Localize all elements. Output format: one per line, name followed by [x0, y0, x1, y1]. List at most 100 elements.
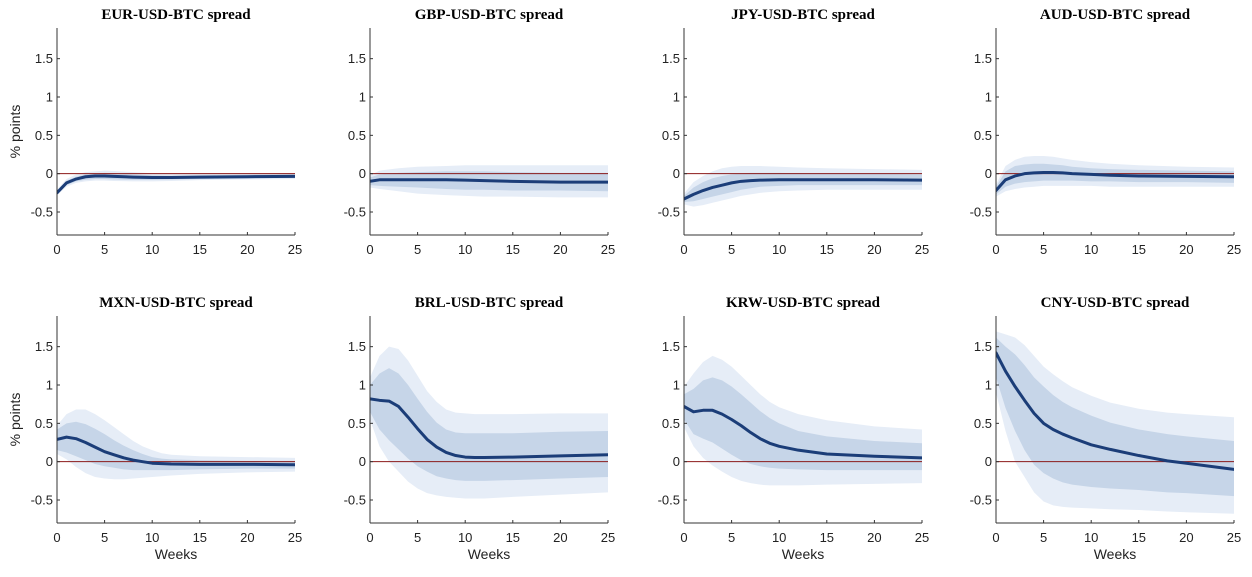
y-tick-label: 1: [673, 378, 680, 393]
x-tick-label: 10: [772, 242, 786, 257]
panel-title: BRL-USD-BTC spread: [415, 295, 564, 311]
irf-panel: 0 5 10 15 20 25 -0.5 0 0.5 1 1.5 JPY-USD-BTC spread: [658, 7, 930, 257]
y-tick-label: 0.5: [974, 128, 992, 143]
x-tick-label: 20: [867, 242, 881, 257]
y-tick-label: 0: [673, 166, 680, 181]
x-tick-label: 10: [772, 530, 786, 545]
y-tick-label: 0.5: [662, 416, 680, 431]
plot-area: [370, 165, 608, 198]
panel-title: EUR-USD-BTC spread: [101, 7, 251, 23]
y-axis-label: % points: [7, 393, 23, 447]
y-tick-label: 1.5: [35, 339, 53, 354]
irf-line: [57, 435, 295, 467]
y-tick-label: 1: [985, 90, 992, 105]
x-tick-label: 5: [101, 242, 108, 257]
x-tick-label: 5: [1040, 242, 1047, 257]
y-tick-label: 1: [46, 90, 53, 105]
irf-line: [996, 351, 1234, 471]
y-tick-label: 1: [985, 378, 992, 393]
y-tick-label: -0.5: [31, 493, 53, 508]
x-tick-label: 20: [240, 242, 254, 257]
x-tick-label: 0: [680, 530, 687, 545]
y-tick-label: -0.5: [970, 205, 992, 220]
irf-line: [684, 178, 922, 201]
y-tick-label: 0: [359, 454, 366, 469]
plot-area: [57, 170, 295, 196]
y-tick-label: 1: [673, 90, 680, 105]
x-tick-label: 0: [680, 242, 687, 257]
y-tick-label: 1: [359, 90, 366, 105]
plot-area: [996, 331, 1234, 514]
y-tick-label: 1.5: [348, 51, 366, 66]
y-tick-label: 0: [359, 166, 366, 181]
irf-line: [57, 174, 295, 195]
panel-title: KRW-USD-BTC spread: [726, 295, 881, 311]
irf-line: [996, 171, 1234, 193]
x-tick-label: 15: [506, 242, 520, 257]
x-tick-label: 0: [53, 242, 60, 257]
irf-panel: 0 5 10 15 20 25 -0.5 0 0.5 1 1.5 CNY-USD-BTC spread…: [970, 295, 1242, 562]
y-tick-label: 1.5: [662, 339, 680, 354]
x-tick-label: 0: [53, 530, 60, 545]
x-tick-label: 0: [366, 242, 373, 257]
x-tick-label: 10: [145, 242, 159, 257]
x-tick-label: 5: [728, 242, 735, 257]
panel-title: AUD-USD-BTC spread: [1040, 7, 1191, 23]
x-tick-label: 25: [915, 242, 929, 257]
x-tick-label: 15: [193, 530, 207, 545]
plot-area: [684, 355, 922, 486]
x-tick-label: 10: [1084, 530, 1098, 545]
y-tick-label: -0.5: [344, 493, 366, 508]
x-tick-label: 15: [820, 242, 834, 257]
x-tick-label: 10: [458, 242, 472, 257]
plot-area: [370, 346, 608, 499]
irf-line: [684, 404, 922, 460]
x-tick-label: 0: [992, 530, 999, 545]
x-tick-label: 5: [101, 530, 108, 545]
panel-title: CNY-USD-BTC spread: [1041, 295, 1190, 311]
irf-panel: 0 5 10 15 20 25 -0.5 0 0.5 1 1.5 BRL-USD-BTC spread…: [344, 295, 616, 562]
irf-panel: 0 5 10 15 20 25 -0.5 0 0.5 1 1.5 MXN-USD-BTC spread…: [7, 295, 302, 562]
x-tick-label: 0: [992, 242, 999, 257]
plot-area: [996, 156, 1234, 197]
x-tick-label: 25: [288, 530, 302, 545]
confidence-band-68: [684, 377, 922, 471]
y-tick-label: 0: [985, 454, 992, 469]
y-tick-label: 0.5: [35, 416, 53, 431]
y-tick-label: -0.5: [658, 493, 680, 508]
x-tick-label: 15: [1132, 242, 1146, 257]
x-tick-label: 20: [553, 530, 567, 545]
y-axis-label: % points: [7, 105, 23, 159]
x-tick-label: 25: [1227, 530, 1241, 545]
x-tick-label: 15: [506, 530, 520, 545]
y-tick-label: 1.5: [662, 51, 680, 66]
y-tick-label: 0.5: [348, 416, 366, 431]
y-tick-label: -0.5: [658, 205, 680, 220]
x-tick-label: 10: [458, 530, 472, 545]
y-tick-label: 0.5: [35, 128, 53, 143]
x-axis-label: Weeks: [155, 546, 198, 562]
x-tick-label: 20: [240, 530, 254, 545]
y-tick-label: -0.5: [31, 205, 53, 220]
irf-panel: 0 5 10 15 20 25 -0.5 0 0.5 1 1.5 GBP-USD-BTC spread: [344, 7, 616, 257]
x-tick-label: 20: [1179, 530, 1193, 545]
panel-title: MXN-USD-BTC spread: [99, 295, 253, 311]
x-tick-label: 20: [1179, 242, 1193, 257]
x-tick-label: 15: [820, 530, 834, 545]
x-tick-label: 15: [1132, 530, 1146, 545]
confidence-band-68: [57, 421, 295, 471]
y-tick-label: -0.5: [344, 205, 366, 220]
x-tick-label: 20: [553, 242, 567, 257]
y-tick-label: 0: [985, 166, 992, 181]
y-tick-label: 1.5: [348, 339, 366, 354]
x-tick-label: 25: [288, 242, 302, 257]
x-tick-label: 25: [601, 530, 615, 545]
y-tick-label: -0.5: [970, 493, 992, 508]
x-tick-label: 15: [193, 242, 207, 257]
x-axis-label: Weeks: [782, 546, 825, 562]
plot-area: [57, 409, 295, 480]
irf-line: [370, 178, 608, 184]
x-axis-label: Weeks: [1094, 546, 1137, 562]
